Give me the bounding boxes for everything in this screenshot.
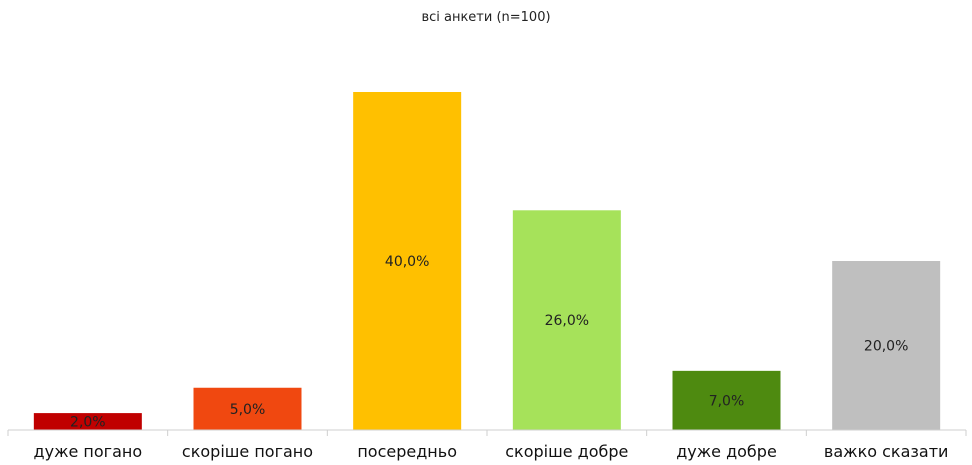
value-label: 26,0%	[545, 313, 589, 329]
value-label: 2,0%	[70, 415, 106, 431]
bar-1	[33, 413, 142, 430]
bar-5	[672, 370, 781, 430]
category-label: дуже добре	[676, 442, 777, 461]
value-label: 40,0%	[385, 254, 429, 270]
category-label: посередньо	[357, 442, 457, 461]
value-labels: 2,0% 5,0% 40,0% 26,0% 7,0% 20,0%	[70, 254, 908, 431]
category-label: скоріше добре	[505, 442, 628, 461]
x-axis-ticks	[7, 430, 967, 436]
value-label: 7,0%	[709, 393, 745, 409]
category-label: скоріше погано	[182, 442, 313, 461]
category-labels: дуже погано скоріше погано посередньо скорі…	[34, 442, 949, 461]
bar-4	[512, 210, 621, 430]
bar-2	[193, 387, 302, 430]
bar-6	[832, 261, 941, 430]
bars-layer	[33, 92, 941, 430]
bar-3	[353, 92, 462, 430]
chart-title: всі анкети (n=100)	[421, 10, 551, 25]
category-label: дуже погано	[34, 442, 143, 461]
category-label: важко сказати	[824, 442, 948, 461]
value-label: 5,0%	[230, 402, 266, 418]
value-label: 20,0%	[864, 339, 908, 355]
